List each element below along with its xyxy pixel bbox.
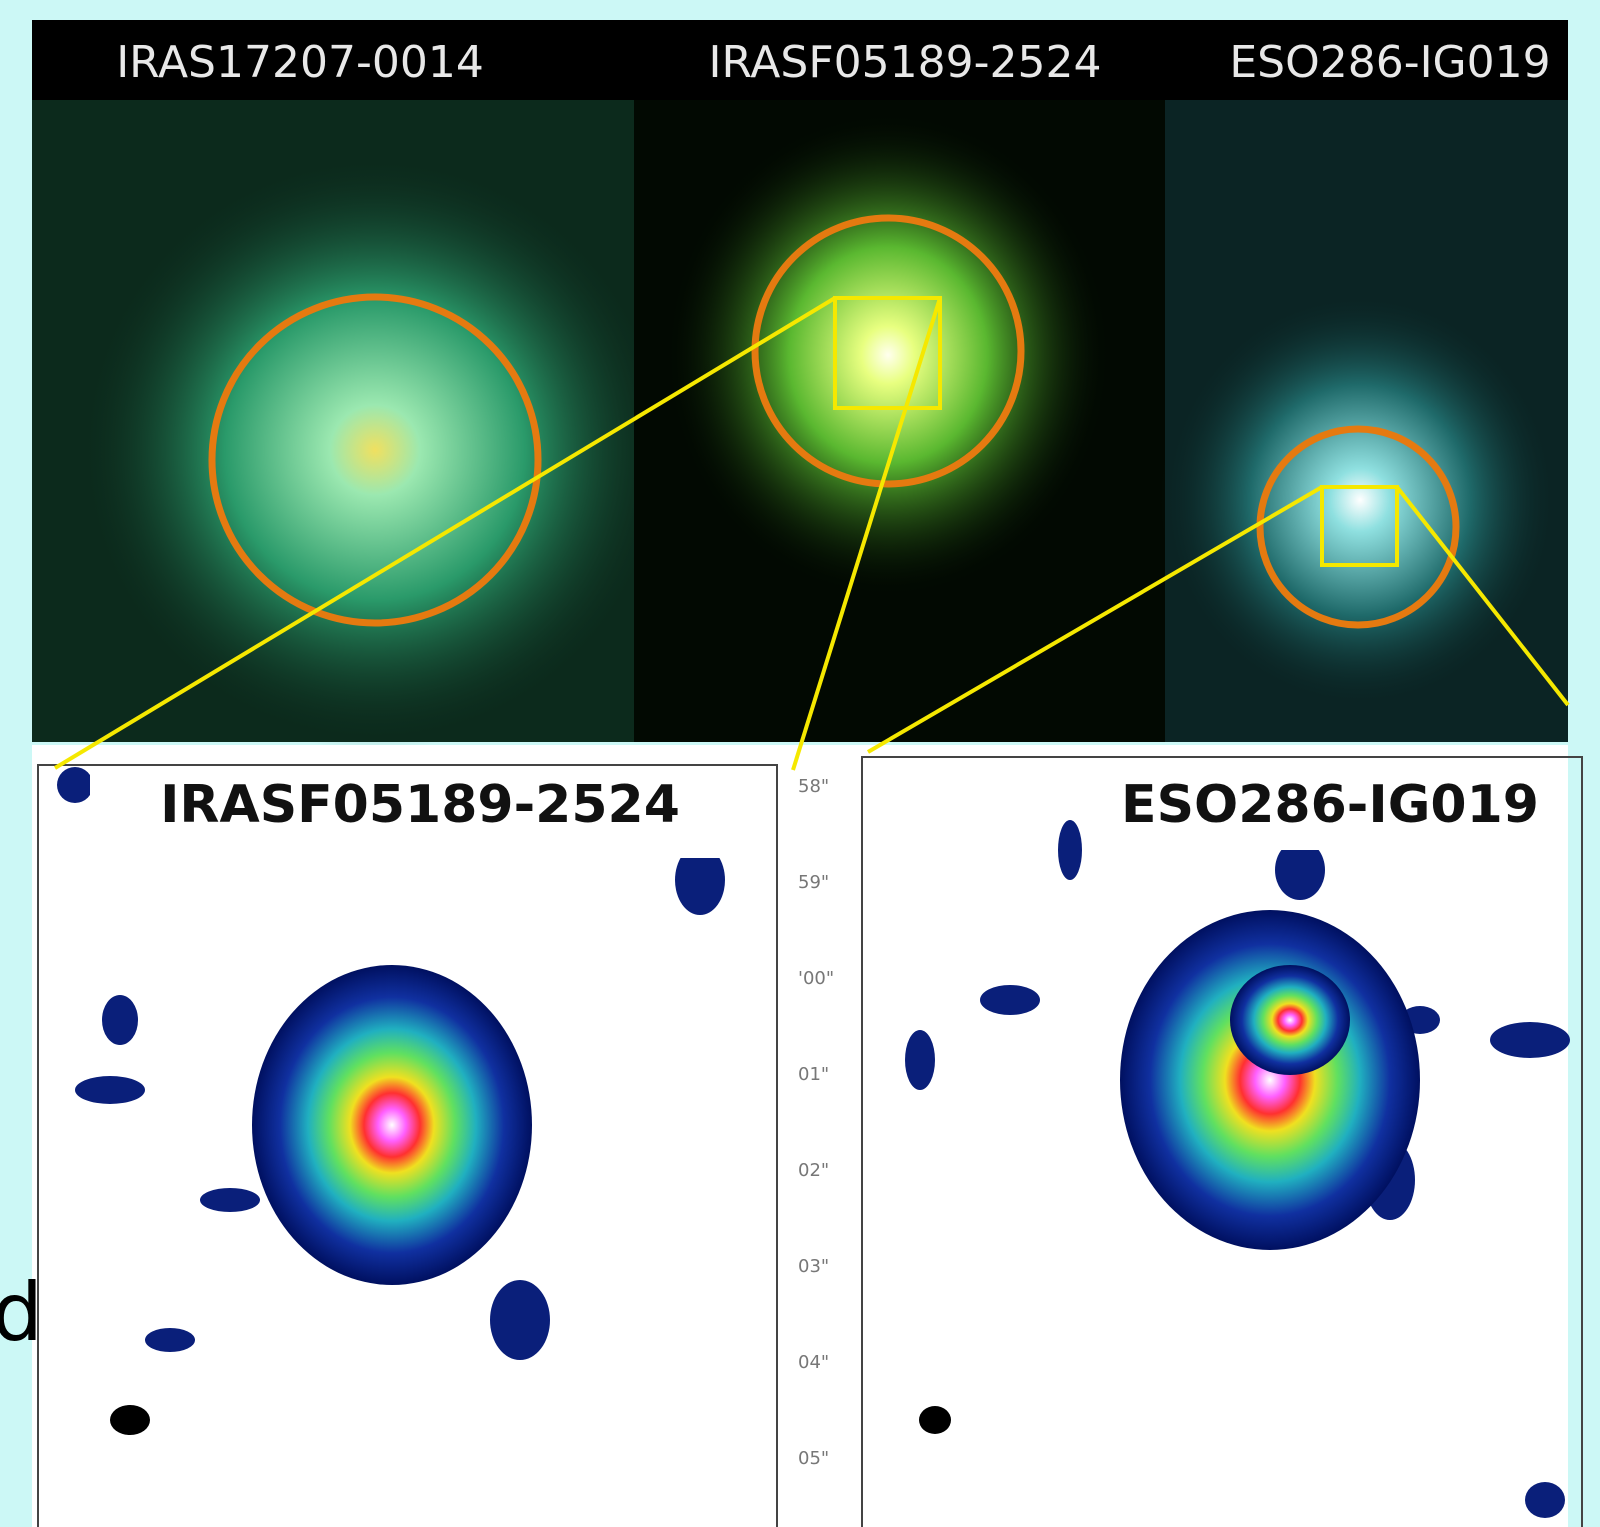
emission-1 bbox=[252, 965, 532, 1285]
axis-label: 04" bbox=[798, 1352, 829, 1373]
page: IRAS17207-0014 IRASF05189-2524 ESO286-IG… bbox=[0, 0, 1600, 1527]
axis-label: '00" bbox=[798, 968, 834, 989]
top-label: ESO286-IG019 bbox=[1229, 37, 1550, 88]
beam bbox=[919, 1406, 951, 1434]
galaxy-2 bbox=[668, 115, 1108, 595]
galaxy-3 bbox=[1160, 290, 1560, 710]
axis-label: 02" bbox=[798, 1160, 829, 1181]
emission-peak bbox=[1230, 965, 1350, 1075]
axis-label: 05" bbox=[798, 1448, 829, 1469]
top-label: IRASF05189-2524 bbox=[709, 37, 1102, 88]
emission-2 bbox=[1120, 910, 1420, 1250]
axis-label: 59" bbox=[798, 872, 829, 893]
panel-label: ESO286-IG019 bbox=[1121, 775, 1539, 835]
side-text: d bbox=[0, 1266, 43, 1359]
figure: IRAS17207-0014 IRASF05189-2524 ESO286-IG… bbox=[0, 0, 1600, 1527]
panel-label: IRASF05189-2524 bbox=[160, 775, 680, 835]
axis-label: 03" bbox=[798, 1256, 829, 1277]
beam bbox=[110, 1405, 150, 1435]
axis-label: 01" bbox=[798, 1064, 829, 1085]
top-label: IRAS17207-0014 bbox=[116, 37, 484, 88]
axis-label: 58" bbox=[798, 776, 829, 797]
